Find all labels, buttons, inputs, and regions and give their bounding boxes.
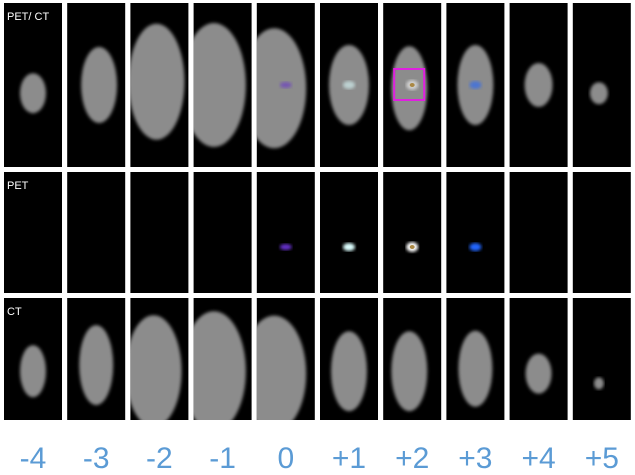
tissue [331, 331, 367, 411]
column-label: -1 [209, 442, 236, 475]
column-label: -3 [83, 442, 110, 475]
scan-content [594, 377, 604, 389]
scan-content [469, 243, 481, 251]
scan-content [406, 242, 418, 252]
scan-content [20, 73, 46, 113]
scan-content [590, 82, 608, 104]
scan-cell [446, 172, 504, 293]
uptake-spot [469, 243, 481, 251]
tissue [20, 345, 46, 397]
row-label: PET [7, 180, 29, 192]
scan-content [526, 354, 552, 394]
tissue [126, 315, 182, 427]
scan-content [343, 243, 355, 251]
uptake-spot [343, 81, 355, 89]
scan-content [79, 325, 113, 405]
scan-content [329, 45, 369, 125]
column-label: +1 [332, 442, 366, 475]
scan-content [280, 244, 292, 250]
scan-content [458, 331, 492, 407]
row-label: PET/ CT [7, 11, 49, 23]
scan-cell [194, 172, 252, 293]
scan-cell [573, 298, 631, 420]
figure: PET/ CT PET CT -4 -3 -2 -1 0 +1 +2 +3 +4 +5 [0, 0, 635, 475]
scan-cell [383, 172, 441, 293]
tissue [526, 354, 552, 394]
tissue [594, 377, 604, 389]
scan-content [129, 24, 185, 140]
scan-content [331, 331, 367, 411]
uptake-spot [469, 81, 481, 89]
scan-cell [573, 172, 631, 293]
column-label: +5 [585, 442, 619, 475]
tissue [525, 63, 553, 107]
tissue [81, 47, 117, 123]
column-label: +2 [395, 442, 429, 475]
tissue [20, 73, 46, 113]
scan-content [391, 46, 427, 130]
tissue [391, 331, 427, 411]
uptake-core [410, 245, 415, 249]
uptake-core [410, 83, 415, 87]
scan-content [81, 47, 117, 123]
row-label: CT [7, 306, 22, 318]
scan-cell [510, 172, 568, 293]
tissue [458, 331, 492, 407]
tissue [129, 24, 185, 140]
column-label: -2 [146, 442, 173, 475]
tissue [590, 82, 608, 104]
column-label: +4 [521, 442, 555, 475]
uptake-spot [280, 244, 292, 250]
scan-cell [320, 172, 378, 293]
uptake-spot [280, 82, 292, 88]
scan-content [126, 315, 182, 427]
scan-content [391, 331, 427, 411]
scan-content [20, 345, 46, 397]
scan-content [457, 45, 493, 125]
scan-cell [257, 172, 315, 293]
scan-cell [67, 172, 125, 293]
column-label: 0 [277, 442, 294, 475]
column-label: -4 [20, 442, 47, 475]
scan-content [525, 63, 553, 107]
column-label: +3 [458, 442, 492, 475]
scan-cell [130, 172, 188, 293]
uptake-spot [343, 243, 355, 251]
tissue [79, 325, 113, 405]
